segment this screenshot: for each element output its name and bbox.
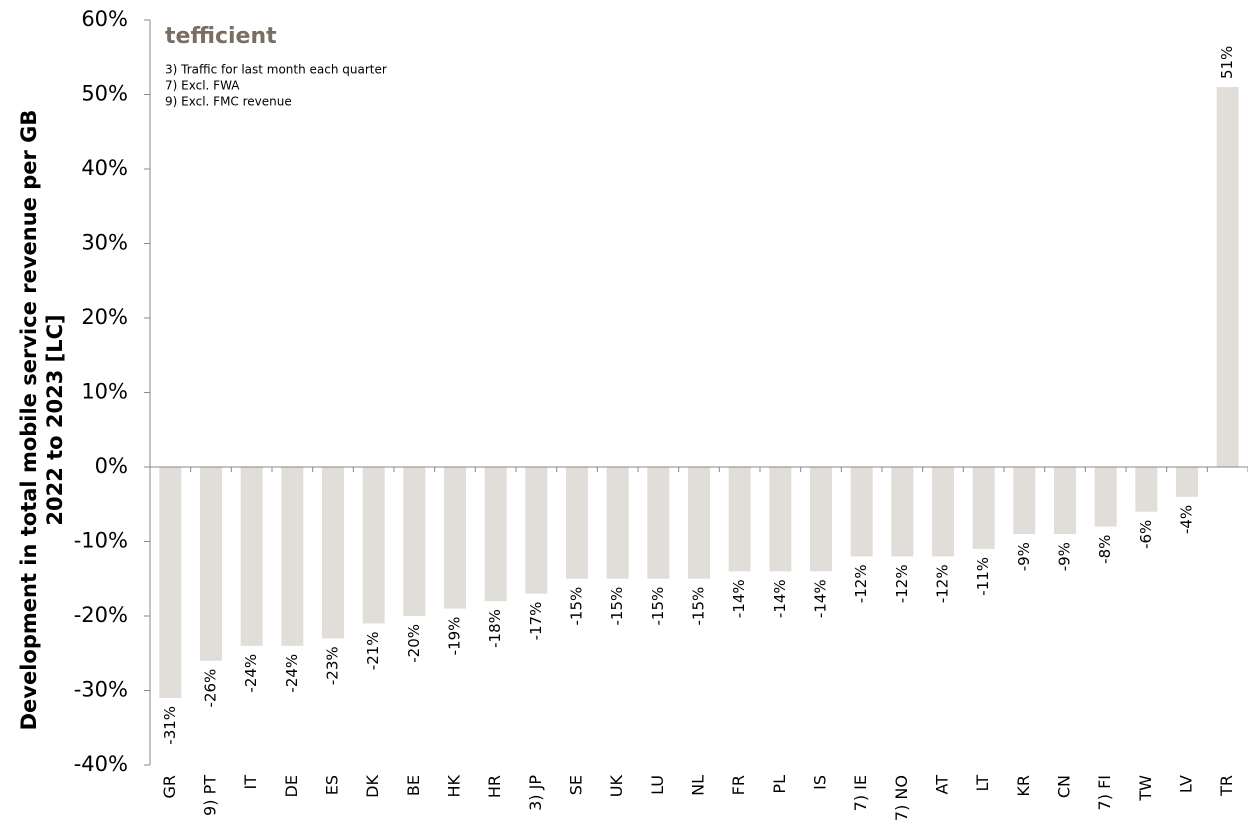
bar <box>159 467 182 698</box>
bar <box>1054 467 1076 535</box>
bar <box>484 467 507 602</box>
bar <box>1094 467 1117 527</box>
value-label: -26% <box>202 669 220 708</box>
value-label: -4% <box>1178 505 1196 534</box>
value-label: -31% <box>161 706 179 745</box>
x-tick-label: DE <box>282 775 301 797</box>
bar <box>891 467 914 557</box>
y-axis-label: Development in total mobile service reve… <box>17 110 41 731</box>
x-tick-label: HR <box>485 775 504 798</box>
x-tick-label: HK <box>445 775 464 798</box>
bar <box>240 467 263 646</box>
value-label: -19% <box>446 617 464 656</box>
y-tick-label: 20% <box>81 305 128 329</box>
bar <box>810 467 832 572</box>
note: 9) Excl. FMC revenue <box>165 95 292 109</box>
note: 3) Traffic for last month each quarter <box>165 63 387 77</box>
x-tick-label: 7) FI <box>1095 775 1114 810</box>
x-tick-label: IT <box>241 775 260 790</box>
bar <box>606 467 629 579</box>
x-tick-label: NL <box>689 775 708 796</box>
bar <box>1135 467 1158 512</box>
bar <box>444 467 466 609</box>
x-tick-label: BE <box>404 775 423 796</box>
value-label: -12% <box>934 564 952 603</box>
bar <box>850 467 873 557</box>
y-tick-label: 40% <box>81 156 128 180</box>
value-label: -17% <box>527 602 545 641</box>
y-tick-label: 60% <box>81 7 128 31</box>
value-label: -6% <box>1137 520 1155 549</box>
bar <box>932 467 954 557</box>
value-label: -20% <box>405 624 423 663</box>
x-tick-label: UK <box>607 774 626 797</box>
value-label: -11% <box>974 557 992 596</box>
value-label: -8% <box>1096 535 1114 564</box>
x-tick-label: 9) PT <box>201 775 220 816</box>
bar <box>200 467 222 661</box>
bar <box>322 467 344 639</box>
value-label: -14% <box>730 579 748 618</box>
bar <box>525 467 548 594</box>
bar <box>403 467 426 616</box>
bar <box>688 467 710 579</box>
value-label: -21% <box>364 631 382 670</box>
x-tick-label: 3) JP <box>526 775 545 811</box>
x-tick-label: KR <box>1014 775 1033 797</box>
x-tick-label: CN <box>1055 775 1074 798</box>
x-tick-label: DK <box>363 774 382 797</box>
value-label: -15% <box>649 587 667 626</box>
y-tick-label: 10% <box>81 380 128 404</box>
x-tick-label: LV <box>1177 775 1196 793</box>
y-tick-label: -10% <box>74 529 128 553</box>
bar <box>647 467 670 579</box>
x-tick-label: LU <box>648 775 667 795</box>
x-tick-label: TW <box>1136 775 1155 802</box>
value-label: -12% <box>852 564 870 603</box>
value-label: 51% <box>1218 46 1236 79</box>
bar <box>566 467 588 579</box>
value-label: -14% <box>812 579 830 618</box>
bar <box>1013 467 1036 535</box>
y-tick-label: -30% <box>74 678 128 702</box>
brand-logo: tefficient <box>165 24 277 49</box>
x-tick-label: SE <box>567 775 586 795</box>
bar <box>281 467 304 646</box>
value-label: -15% <box>568 587 586 626</box>
value-label: -15% <box>608 587 626 626</box>
value-label: -18% <box>486 609 504 648</box>
x-tick-label: AT <box>933 775 952 795</box>
bar <box>1176 467 1198 497</box>
y-tick-label: -20% <box>74 603 128 627</box>
value-label: -14% <box>771 579 789 618</box>
y-tick-label: 0% <box>95 454 128 478</box>
value-label: -15% <box>690 587 708 626</box>
bar <box>769 467 792 572</box>
x-tick-label: 7) IE <box>851 775 870 811</box>
x-tick-label: GR <box>160 775 179 799</box>
y-tick-label: 30% <box>81 231 128 255</box>
x-tick-label: LT <box>973 775 992 792</box>
bar <box>728 467 751 572</box>
y-tick-label: 50% <box>81 82 128 106</box>
value-label: -12% <box>893 564 911 603</box>
y-tick-label: -40% <box>74 752 128 776</box>
value-label: -24% <box>242 654 260 693</box>
value-label: -9% <box>1056 542 1074 571</box>
x-tick-label: IS <box>811 775 830 790</box>
y-axis-label: 2022 to 2023 [LC] <box>43 314 67 525</box>
x-tick-label: PL <box>770 775 789 794</box>
bar <box>362 467 385 624</box>
x-tick-label: FR <box>729 775 748 795</box>
bar <box>1216 87 1239 468</box>
bar <box>972 467 995 549</box>
note: 7) Excl. FWA <box>165 79 240 93</box>
x-tick-label: 7) NO <box>892 775 911 821</box>
x-tick-label: TR <box>1217 775 1236 797</box>
value-label: -24% <box>283 654 301 693</box>
x-tick-label: ES <box>323 775 342 795</box>
value-label: -23% <box>324 646 342 685</box>
value-label: -9% <box>1015 542 1033 571</box>
